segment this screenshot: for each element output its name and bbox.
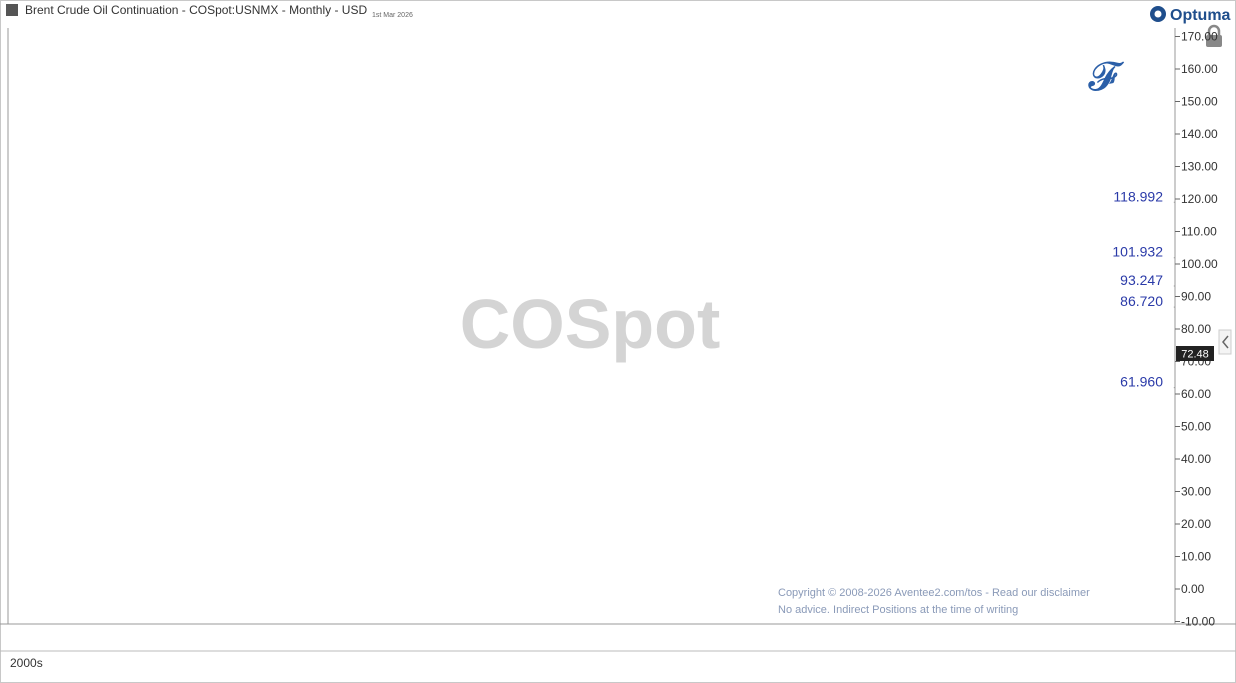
y-tick-label: 80.00 — [1181, 322, 1211, 336]
y-tick-label: 40.00 — [1181, 452, 1211, 466]
last-price-tag: 72.48 — [1176, 346, 1214, 361]
y-tick-label: -10.00 — [1181, 615, 1215, 629]
level-label: 93.247 — [1120, 272, 1163, 288]
collapse-panel-icon[interactable] — [1218, 329, 1232, 355]
y-tick-label: 110.00 — [1181, 225, 1217, 239]
level-label: 118.992 — [1113, 188, 1163, 204]
y-tick-label: 20.00 — [1181, 517, 1211, 531]
decade-label: 2000s — [10, 656, 43, 670]
last-price-value: 72.48 — [1181, 349, 1209, 361]
y-tick-label: 140.00 — [1181, 127, 1218, 141]
y-tick-label: 60.00 — [1181, 387, 1211, 401]
chart-icon[interactable] — [6, 4, 18, 16]
y-tick-label: 150.00 — [1181, 95, 1218, 109]
date-stamp: 1st Mar 2026 — [372, 12, 413, 19]
level-label: 61.960 — [1120, 374, 1163, 390]
y-tick-label: 160.00 — [1181, 62, 1218, 76]
y-tick-label: 10.00 — [1181, 550, 1211, 564]
y-tick-label: 50.00 — [1181, 420, 1211, 434]
chart-title: Brent Crude Oil Continuation - COSpot:US… — [25, 3, 367, 17]
copyright-line-2: No advice. Indirect Positions at the tim… — [778, 604, 1018, 616]
watermark: COSpot — [460, 285, 721, 363]
y-tick-label: 130.00 — [1181, 160, 1218, 174]
optuma-logo: Optuma — [1150, 6, 1231, 24]
level-label: 101.932 — [1112, 244, 1163, 260]
y-tick-label: 0.00 — [1181, 582, 1205, 596]
level-label: 86.720 — [1120, 293, 1163, 309]
y-tick-label: 170.00 — [1181, 30, 1218, 44]
copyright-line-1: Copyright © 2008-2026 Aventee2.com/tos -… — [778, 587, 1090, 599]
y-tick-label: 100.00 — [1181, 257, 1218, 271]
y-tick-label: 30.00 — [1181, 485, 1211, 499]
lock-icon[interactable] — [1206, 24, 1222, 47]
y-tick-label: 120.00 — [1181, 192, 1218, 206]
watermark-text: COSpot — [460, 285, 721, 363]
optuma-logo-text: Optuma — [1170, 7, 1231, 24]
y-tick-label: 90.00 — [1181, 290, 1211, 304]
